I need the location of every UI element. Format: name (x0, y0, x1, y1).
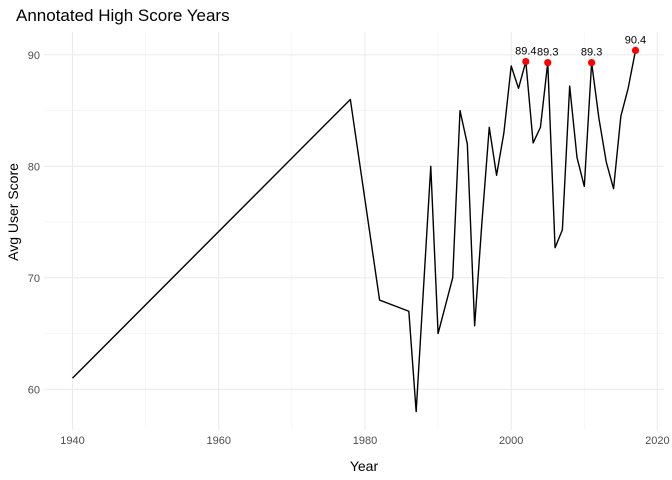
x-tick-label: 1960 (206, 435, 230, 447)
x-tick-label: 2020 (645, 435, 669, 447)
major-grid (44, 32, 664, 430)
x-axis-title: Year (350, 458, 379, 474)
series-layer (72, 50, 637, 413)
high-score-label: 90.4 (625, 34, 646, 46)
y-tick-label: 60 (28, 384, 40, 396)
y-axis-title: Avg User Score (5, 163, 21, 261)
chart-title: Annotated High Score Years (16, 6, 230, 25)
x-tick-label: 2000 (499, 435, 523, 447)
x-tick-label: 1940 (60, 435, 84, 447)
highlight-points (522, 46, 640, 67)
high-score-point (631, 46, 640, 54)
high-score-point (522, 57, 530, 66)
high-score-label: 89.4 (515, 46, 536, 58)
high-score-label: 89.3 (537, 47, 558, 59)
high-score-point (588, 59, 596, 67)
y-tick-label: 90 (28, 50, 40, 62)
x-axis-ticks: 1940 1960 1980 2000 2020 (60, 435, 669, 447)
y-axis-ticks: 60 70 80 90 (28, 50, 40, 396)
high-score-label: 89.3 (581, 47, 602, 59)
minor-grid (44, 32, 664, 430)
y-tick-label: 70 (28, 273, 40, 285)
x-tick-label: 1980 (353, 435, 377, 447)
y-tick-label: 80 (28, 161, 40, 173)
high-score-point (544, 59, 552, 67)
score-line (72, 50, 637, 413)
annotation-labels: 89.4 89.3 89.390.4 (515, 34, 646, 58)
